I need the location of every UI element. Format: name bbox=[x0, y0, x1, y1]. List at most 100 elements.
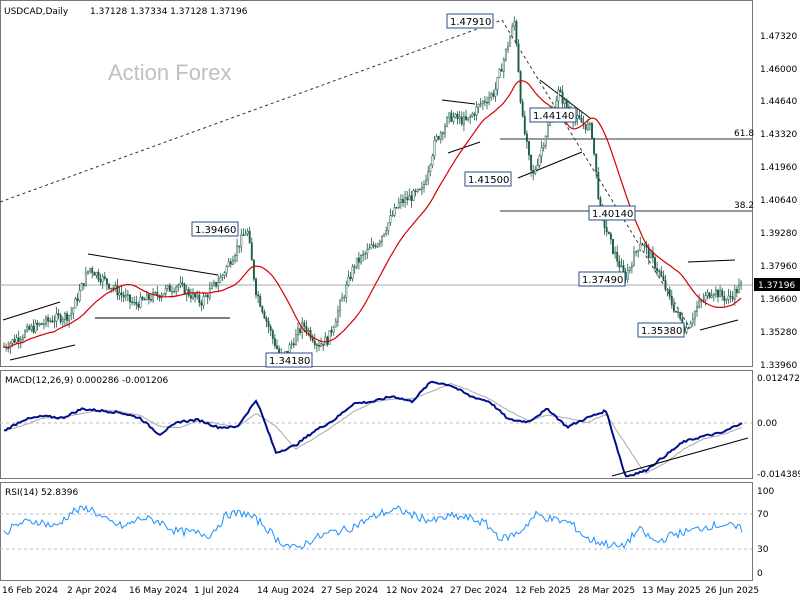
candle-body bbox=[68, 315, 71, 321]
candle-body bbox=[729, 295, 732, 298]
candle-body bbox=[423, 184, 425, 188]
x-tick: 13 May 2025 bbox=[642, 586, 701, 596]
candle-body bbox=[412, 190, 415, 201]
candle-body bbox=[24, 330, 26, 338]
candle-body bbox=[469, 116, 472, 118]
candle-body bbox=[530, 154, 533, 171]
candle-body bbox=[643, 244, 646, 247]
candle-body bbox=[418, 188, 421, 191]
candle-body bbox=[187, 289, 190, 296]
candle-body bbox=[471, 113, 474, 117]
candle-body bbox=[685, 327, 688, 333]
candle-body bbox=[616, 251, 619, 262]
candle-body bbox=[72, 307, 75, 314]
candle-body bbox=[521, 101, 524, 117]
moving-average-line bbox=[3, 80, 742, 349]
candle-body bbox=[213, 281, 215, 286]
candle-body bbox=[246, 230, 249, 235]
candle-body bbox=[586, 123, 589, 130]
candle-body bbox=[229, 261, 232, 265]
x-tick: 26 Jun 2025 bbox=[705, 586, 759, 596]
candle-body bbox=[271, 330, 274, 339]
candle-body bbox=[120, 292, 123, 296]
candle-body bbox=[225, 266, 228, 274]
candle-body bbox=[509, 36, 512, 47]
candle-body bbox=[126, 294, 129, 296]
candle-body bbox=[192, 293, 194, 299]
candle-body bbox=[714, 289, 717, 295]
candle-body bbox=[427, 171, 430, 181]
candle-body bbox=[19, 339, 22, 342]
candle-body bbox=[383, 233, 386, 237]
price-annotations: 1.47910 1.44140 1.41500 1.40140 1.39460 … bbox=[191, 13, 685, 368]
candle-body bbox=[173, 291, 176, 293]
candle-body bbox=[21, 336, 24, 340]
candle-body bbox=[339, 300, 341, 312]
candle-body bbox=[32, 325, 35, 333]
candle-body bbox=[355, 257, 358, 268]
candle-body bbox=[622, 265, 625, 273]
candle-body bbox=[626, 270, 629, 280]
candle-body bbox=[511, 26, 514, 38]
candle-body bbox=[738, 284, 740, 293]
candle-body bbox=[698, 300, 701, 308]
candle-body bbox=[189, 295, 192, 299]
candle-body bbox=[171, 291, 173, 293]
candle-body bbox=[61, 319, 64, 323]
candle-body bbox=[420, 187, 423, 190]
rsi-tick: 70 bbox=[757, 510, 769, 520]
candle-body bbox=[414, 190, 417, 192]
candle-body bbox=[183, 283, 186, 295]
candle-body bbox=[244, 233, 247, 236]
candle-body bbox=[733, 289, 736, 300]
y-tick: 1.37960 bbox=[760, 262, 797, 272]
candle-body bbox=[492, 93, 495, 97]
rsi-title: RSI(14) 52.8396 bbox=[5, 488, 78, 498]
candle-body bbox=[15, 337, 18, 343]
candle-body bbox=[313, 340, 316, 345]
candle-body bbox=[202, 296, 205, 306]
candle-body bbox=[53, 320, 56, 323]
candle-body bbox=[450, 112, 453, 122]
candle-body bbox=[654, 257, 656, 269]
candle-body bbox=[288, 344, 291, 353]
candle-body bbox=[679, 312, 682, 319]
candle-body bbox=[635, 251, 638, 253]
candle-body bbox=[343, 296, 346, 299]
candle-body bbox=[259, 295, 262, 307]
candle-body bbox=[59, 314, 62, 323]
candle-body bbox=[538, 155, 541, 166]
candle-body bbox=[618, 260, 621, 268]
candle-body bbox=[523, 115, 526, 134]
candle-body bbox=[370, 244, 373, 249]
candle-body bbox=[320, 343, 323, 347]
candle-body bbox=[704, 295, 707, 301]
rsi-line bbox=[3, 504, 743, 550]
candle-body bbox=[708, 292, 711, 298]
candle-body bbox=[303, 322, 306, 327]
candle-body bbox=[368, 247, 371, 250]
candle-body bbox=[378, 241, 381, 245]
y-tick: 1.47320 bbox=[760, 32, 797, 42]
candle-body bbox=[257, 294, 260, 297]
candle-body bbox=[210, 284, 213, 289]
candle-body bbox=[500, 69, 503, 72]
candle-body bbox=[372, 244, 375, 247]
candle-body bbox=[513, 21, 516, 27]
candle-body bbox=[689, 322, 692, 329]
macd-tick-zero: 0.00 bbox=[757, 419, 777, 429]
candle-body bbox=[672, 304, 675, 312]
candle-body bbox=[532, 169, 535, 174]
candle-body bbox=[402, 199, 404, 203]
candle-body bbox=[336, 310, 339, 322]
price-panel bbox=[0, 0, 753, 367]
candle-body bbox=[133, 301, 136, 304]
candle-body bbox=[66, 313, 68, 321]
candle-body bbox=[675, 310, 677, 313]
candle-body bbox=[454, 113, 457, 118]
annot-1353: 1.35380 bbox=[641, 326, 682, 337]
candle-body bbox=[366, 249, 369, 254]
candle-body bbox=[122, 294, 125, 298]
candle-body bbox=[330, 330, 333, 333]
